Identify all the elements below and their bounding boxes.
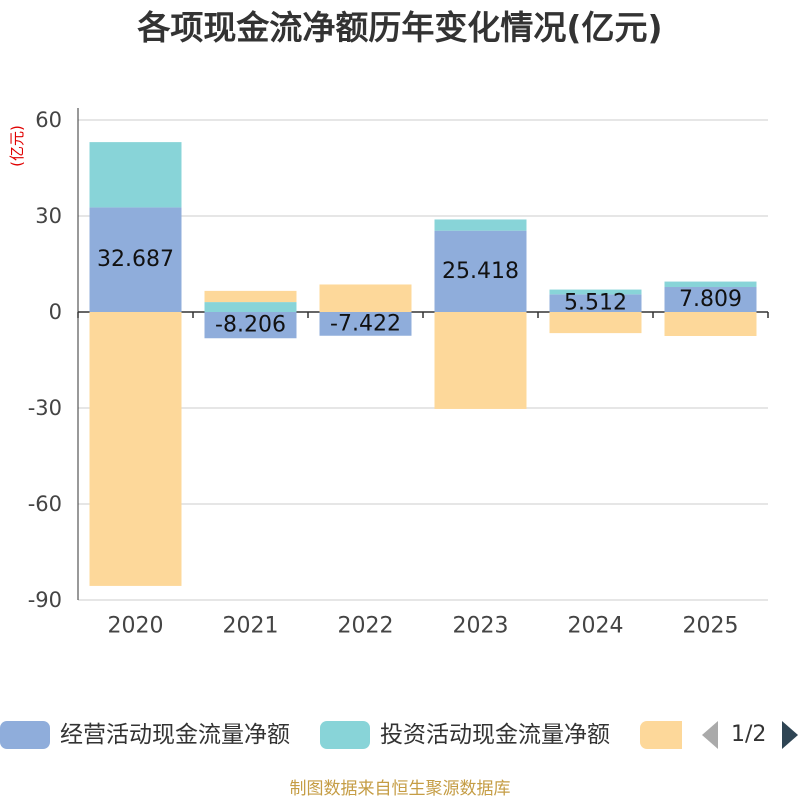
legend-swatch-investing-cashflow bbox=[320, 721, 370, 749]
bar-third-series-2022[interactable] bbox=[319, 284, 412, 312]
legend-item-operating-cashflow[interactable]: 经营活动现金流量净额 bbox=[0, 716, 310, 756]
legend-label-operating-cashflow: 经营活动现金流量净额 bbox=[60, 722, 290, 748]
bar-value-label: -8.206 bbox=[215, 313, 286, 338]
legend-label-investing-cashflow: 投资活动现金流量净额 bbox=[380, 722, 610, 748]
bar-operating-cashflow-2024[interactable] bbox=[549, 294, 642, 312]
bar-operating-cashflow-2021[interactable] bbox=[204, 312, 297, 339]
bar-third-series-2021[interactable] bbox=[204, 290, 297, 303]
axis-layer: 60 30 0 -30 -60 -90 2020 2021 2022 2023 2024 2025 bbox=[28, 108, 769, 639]
bar-operating-cashflow-2025[interactable] bbox=[664, 287, 757, 312]
legend-swatch-third-series bbox=[640, 721, 682, 749]
bar-investing-cashflow-2025[interactable] bbox=[664, 281, 757, 288]
y-axis-unit-label: (亿元) bbox=[8, 125, 26, 167]
bar-investing-cashflow-2024[interactable] bbox=[549, 289, 642, 295]
x-tick-label: 2025 bbox=[683, 614, 739, 639]
bar-operating-cashflow-2022[interactable] bbox=[319, 312, 412, 336]
x-tick-label: 2022 bbox=[338, 614, 394, 639]
legend-page-prev-icon[interactable] bbox=[702, 721, 718, 749]
bar-third-series-2020[interactable] bbox=[89, 312, 182, 586]
bar-value-label: 25.418 bbox=[442, 259, 519, 284]
bar-value-label: 7.809 bbox=[679, 287, 742, 312]
bar-value-label: 5.512 bbox=[564, 291, 627, 316]
legend-page-indicator: 1/2 bbox=[731, 722, 767, 747]
x-tick-label: 2020 bbox=[108, 614, 164, 639]
stacked-bar-chart: 60 30 0 -30 -60 -90 2020 2021 2022 2023 2024 2025 3… bbox=[8, 108, 769, 639]
bar-third-series-2025[interactable] bbox=[664, 312, 757, 336]
data-source-footer: 制图数据来自恒生聚源数据库 bbox=[289, 779, 511, 799]
bar-investing-cashflow-2021[interactable] bbox=[204, 302, 297, 312]
y-tick-label: -90 bbox=[28, 588, 62, 612]
legend-swatch-operating-cashflow bbox=[0, 721, 50, 749]
legend-viewport: 经营活动现金流量净额 投资活动现金流量净额 bbox=[0, 716, 682, 756]
label-layer: 32.687 -8.206 -7.422 25.418 5.512 7.809 bbox=[97, 247, 742, 337]
bar-layer bbox=[89, 142, 757, 586]
y-tick-label: 0 bbox=[49, 300, 62, 324]
x-tick-label: 2021 bbox=[223, 614, 279, 639]
bar-third-series-2024[interactable] bbox=[549, 312, 642, 334]
legend: 经营活动现金流量净额 投资活动现金流量净额 1/2 bbox=[0, 716, 800, 756]
grid-layer bbox=[78, 119, 768, 601]
bar-value-label: 32.687 bbox=[97, 247, 174, 272]
legend-item-third-series[interactable] bbox=[640, 716, 682, 756]
bar-third-series-2023[interactable] bbox=[434, 312, 527, 409]
y-tick-label: 30 bbox=[35, 204, 62, 228]
bar-investing-cashflow-2020[interactable] bbox=[89, 142, 182, 208]
legend-item-investing-cashflow[interactable]: 投资活动现金流量净额 bbox=[320, 716, 630, 756]
bar-value-label: -7.422 bbox=[330, 311, 401, 336]
y-tick-label: -30 bbox=[28, 396, 62, 420]
chart-title: 各项现金流净额历年变化情况(亿元) bbox=[137, 8, 663, 47]
y-tick-label: 60 bbox=[35, 108, 62, 132]
x-tick-label: 2024 bbox=[568, 614, 624, 639]
y-tick-label: -60 bbox=[28, 492, 62, 516]
legend-page-next-icon[interactable] bbox=[782, 721, 798, 749]
x-tick-label: 2023 bbox=[453, 614, 509, 639]
bar-operating-cashflow-2023[interactable] bbox=[434, 230, 527, 312]
bar-investing-cashflow-2023[interactable] bbox=[434, 219, 527, 231]
bar-operating-cashflow-2020[interactable] bbox=[89, 207, 182, 312]
